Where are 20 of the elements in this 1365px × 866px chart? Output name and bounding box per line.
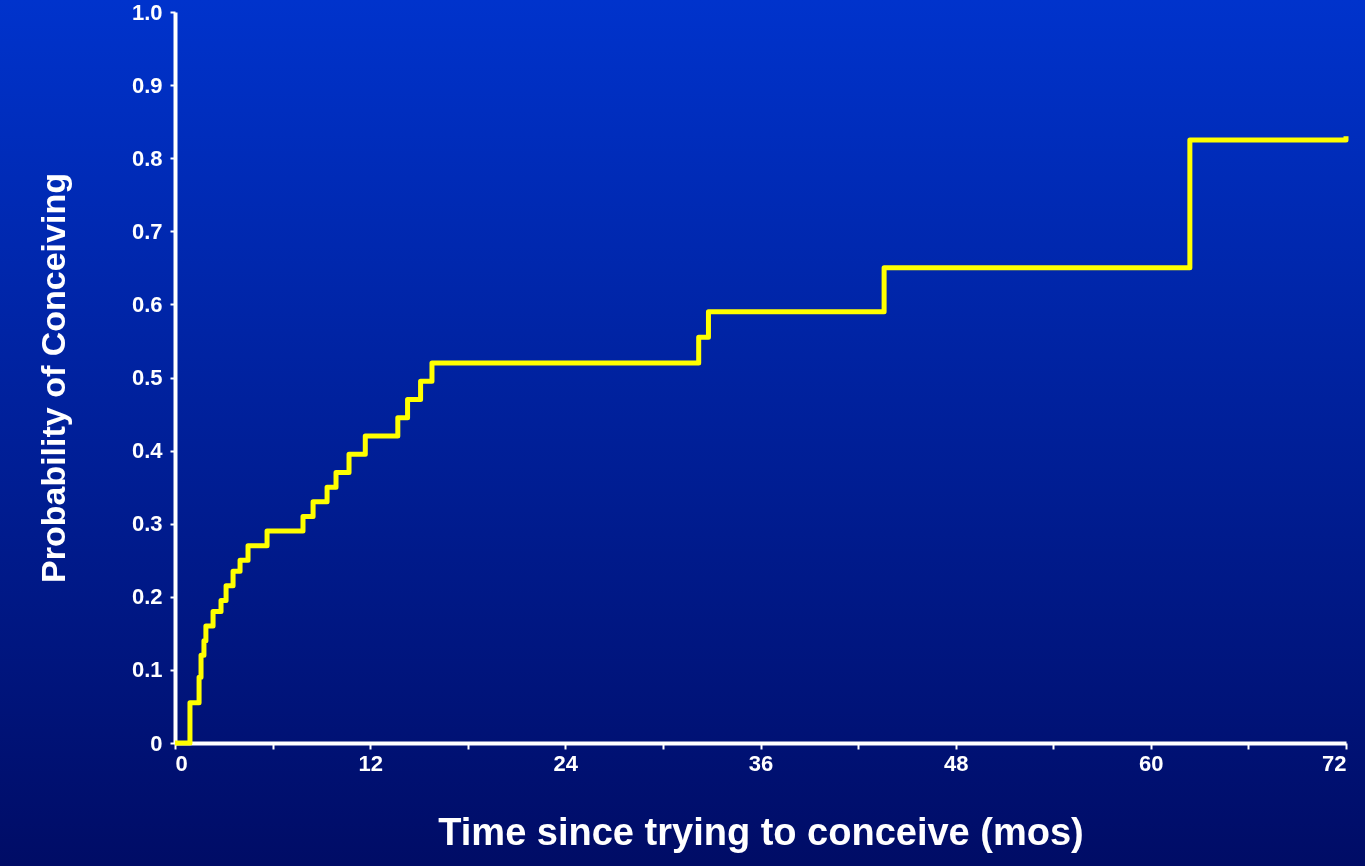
x-tick-label: 0: [175, 750, 188, 776]
y-tick-label: 0.8: [131, 145, 163, 171]
y-tick-label: 1.0: [131, 0, 163, 25]
x-tick-label: 12: [358, 750, 383, 776]
y-tick-label: 0.6: [131, 291, 163, 317]
x-tick-label: 24: [553, 750, 579, 776]
y-tick-label: 0.7: [131, 218, 163, 244]
y-tick-label: 0: [150, 730, 163, 756]
y-tick-label: 0.4: [131, 438, 164, 464]
x-tick-label: 72: [1322, 750, 1347, 776]
y-tick-label: 0.5: [131, 365, 163, 390]
x-tick-label: 48: [943, 750, 969, 776]
y-axis-title: Probability of Conceiving: [33, 173, 72, 583]
x-tick-label: 60: [1139, 750, 1164, 776]
y-tick-label: 0.9: [131, 72, 163, 98]
x-tick-label: 36: [748, 750, 774, 776]
y-tick-label: 0.2: [131, 584, 163, 610]
x-axis-title: Time since trying to conceive (mos): [438, 810, 1084, 853]
y-tick-label: 0.1: [131, 657, 163, 683]
y-tick-label: 0.3: [131, 511, 163, 537]
